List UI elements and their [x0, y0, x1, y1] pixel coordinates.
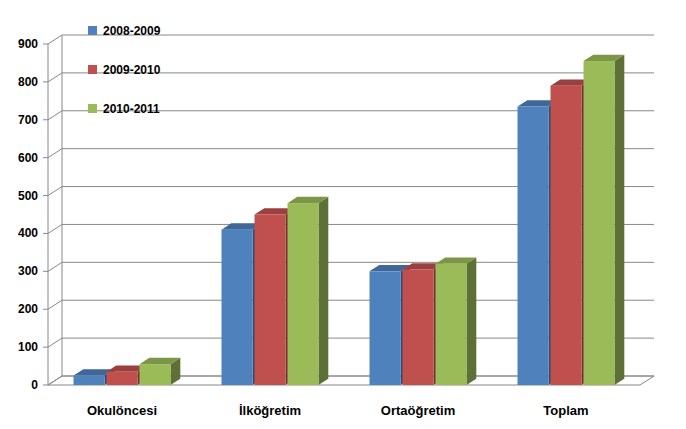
- bar-front: [222, 230, 253, 385]
- tick: [43, 195, 48, 196]
- bar-front: [74, 376, 105, 385]
- tick: [43, 385, 48, 386]
- bar-front: [288, 203, 319, 385]
- bar-front: [436, 264, 467, 385]
- bar-front: [107, 372, 138, 385]
- bar-front: [551, 86, 582, 385]
- tick: [43, 119, 48, 120]
- bar: [288, 197, 329, 385]
- tick: [43, 157, 48, 158]
- tick-label: 300: [18, 264, 38, 278]
- y-axis-wall: [62, 35, 63, 376]
- tick-label: 200: [18, 302, 38, 316]
- tick: [43, 81, 48, 82]
- tick-label: 100: [18, 340, 38, 354]
- tick-label: 900: [18, 37, 38, 51]
- bar-top: [584, 55, 625, 61]
- tick: [43, 271, 48, 272]
- bar-front: [584, 61, 615, 385]
- bar: [436, 257, 477, 385]
- grid-line: [48, 338, 62, 347]
- legend: 2008-2009 2009-2010 2010-2011: [88, 24, 161, 116]
- legend-label: 2010-2011: [103, 102, 160, 116]
- grid-line: [48, 73, 62, 82]
- tick-label: 600: [18, 151, 38, 165]
- bar-front: [403, 269, 434, 385]
- legend-swatch: [88, 104, 97, 113]
- tick-label: 400: [18, 226, 38, 240]
- category-label: Toplam: [543, 403, 588, 418]
- tick: [43, 44, 48, 45]
- bar-side: [467, 257, 477, 385]
- grid-line: [48, 224, 62, 233]
- legend-swatch: [88, 65, 97, 74]
- grid-line: [48, 35, 62, 44]
- grid-line: [48, 149, 62, 158]
- bar-side: [319, 197, 329, 385]
- tick: [43, 309, 48, 310]
- bar-side: [615, 55, 625, 385]
- legend-swatch: [88, 26, 97, 35]
- grid-line: [48, 187, 62, 196]
- grid-line: [48, 262, 62, 271]
- bar-front: [140, 364, 171, 385]
- bar-front: [518, 107, 549, 385]
- grid-line: [48, 376, 62, 385]
- grid: [43, 35, 654, 385]
- grid-line: [48, 300, 62, 309]
- bar-top: [436, 257, 477, 263]
- grid-line: [48, 111, 62, 120]
- category-label: İlköğretim: [239, 403, 301, 418]
- tick-label: 0: [31, 378, 38, 392]
- legend-label: 2009-2010: [103, 63, 161, 77]
- bar: [584, 55, 625, 385]
- bar: [140, 358, 181, 385]
- legend-label: 2008-2009: [103, 24, 161, 38]
- y-axis: [48, 44, 49, 385]
- category-label: Ortaöğretim: [381, 403, 455, 418]
- tick-label: 500: [18, 189, 38, 203]
- bar-front: [255, 215, 286, 386]
- tick-label: 700: [18, 113, 38, 127]
- tick-label: 800: [18, 75, 38, 89]
- tick: [43, 233, 48, 234]
- bar-top: [288, 197, 329, 203]
- bar-front: [370, 271, 401, 385]
- tick: [43, 347, 48, 348]
- bar-top: [140, 358, 181, 364]
- category-label: Okulöncesi: [87, 403, 157, 418]
- bars: [74, 55, 625, 385]
- chart: 0 100 200 300 400 500 600 700 800 900 Okulöncesi İl…: [0, 0, 686, 429]
